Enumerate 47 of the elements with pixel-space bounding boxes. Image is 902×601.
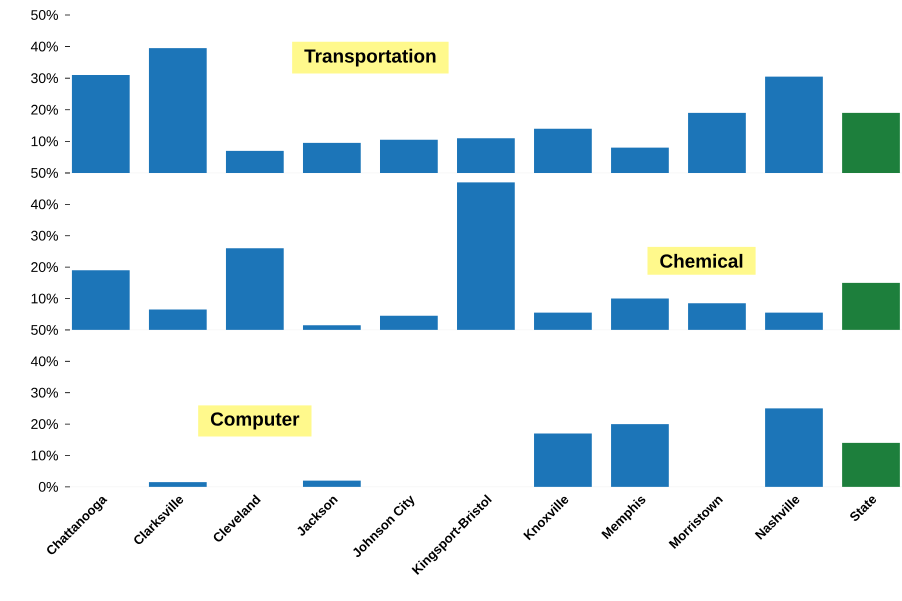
y-tick-label: 20% xyxy=(31,419,58,430)
y-tick-label: 10% xyxy=(32,450,58,460)
y-tick-label: 40% xyxy=(30,199,58,210)
bar xyxy=(148,48,207,174)
bar xyxy=(765,76,823,174)
bar xyxy=(457,182,515,330)
y-tick-label: 20% xyxy=(31,104,58,115)
bar xyxy=(765,408,823,487)
y-tick-label: 50% xyxy=(31,10,58,20)
bar xyxy=(226,248,284,330)
bar xyxy=(148,482,207,487)
y-tick-label: 10% xyxy=(32,136,58,146)
y-tick-label: 30% xyxy=(31,73,58,84)
y-tick-label: 10% xyxy=(32,294,58,304)
text: Computer xyxy=(210,412,300,430)
bar xyxy=(302,325,361,330)
y-tick-label: 50% xyxy=(31,168,58,178)
bar xyxy=(688,112,746,174)
bar xyxy=(72,75,130,174)
bar xyxy=(842,112,900,174)
bar xyxy=(842,282,900,330)
bar xyxy=(534,434,592,487)
bar xyxy=(302,480,361,487)
y-tick-label: 30% xyxy=(31,230,58,241)
bar xyxy=(611,298,669,330)
bar xyxy=(611,148,669,174)
bar xyxy=(148,310,207,330)
bar xyxy=(534,128,592,174)
y-tick-label: 50% xyxy=(31,325,58,335)
y-tick-label: 40% xyxy=(30,42,58,52)
bar xyxy=(72,270,130,330)
bar xyxy=(765,312,823,330)
bar xyxy=(380,140,438,174)
bar xyxy=(380,316,438,330)
bar xyxy=(611,424,669,487)
y-tick-label: 0% xyxy=(38,482,58,492)
bar xyxy=(534,312,592,330)
text: Transportation xyxy=(304,48,436,67)
y-tick-label: 40% xyxy=(30,356,58,366)
y-tick-label: 30% xyxy=(31,388,58,398)
y-tick-label: 20% xyxy=(31,262,58,272)
bar xyxy=(457,138,515,174)
bar xyxy=(302,143,361,174)
bar xyxy=(842,443,900,487)
text: Chemical xyxy=(660,254,742,268)
bar xyxy=(226,150,284,174)
bar xyxy=(688,303,746,330)
